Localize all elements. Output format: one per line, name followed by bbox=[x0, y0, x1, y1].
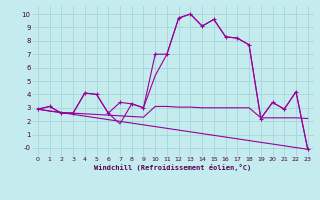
X-axis label: Windchill (Refroidissement éolien,°C): Windchill (Refroidissement éolien,°C) bbox=[94, 164, 252, 171]
